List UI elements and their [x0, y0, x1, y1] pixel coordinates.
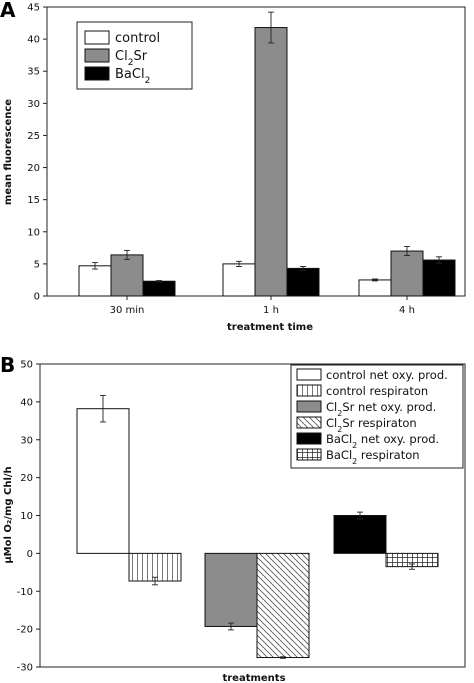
panel-a-y-tick-label: 15: [27, 195, 40, 206]
panel-b-legend-swatch: [296, 416, 322, 429]
panel-b-legend-swatch: [296, 432, 322, 445]
panel-a-x-tick-label: 4 h: [399, 305, 415, 316]
panel-a-letter: A: [0, 0, 16, 22]
panel-a-bar: [254, 27, 288, 297]
panel-b-error-bar: [409, 563, 415, 570]
panel-b-error-bar: [152, 576, 158, 586]
panel-a-y-tick-label: 0: [34, 292, 40, 303]
panel-b-bar: [128, 552, 182, 582]
panel-a-x-tick-label: 1 h: [263, 305, 279, 316]
panel-a-bar: [358, 279, 392, 297]
panel-b-y-tick-label: 10: [20, 511, 33, 522]
panel-a-legend-label: BaCl2: [115, 67, 150, 86]
panel-b-y-tick-label: 40: [20, 397, 33, 408]
panel-a-error-bar: [236, 260, 242, 267]
panel-a-error-bar: [268, 11, 274, 44]
panel-a-y-tick-label: 30: [27, 99, 40, 110]
panel-b-x-axis-label: treatments: [222, 673, 285, 683]
panel-a-bar: [222, 263, 256, 297]
panel-a-legend-swatch: [84, 66, 110, 81]
panel-a-y-tick-label: 40: [27, 35, 40, 46]
panel-a-legend-swatch: [84, 48, 110, 63]
panel-a-error-bar: [92, 262, 98, 270]
panel-b-y-tick-label: -20: [17, 625, 33, 636]
panel-a-y-tick-label: 25: [27, 131, 40, 142]
panel-b-error-bar: [357, 511, 363, 520]
panel-a-error-bar: [300, 266, 306, 271]
panel-a-legend-label: control: [115, 31, 160, 46]
panel-a-legend-label: Cl2Sr: [115, 49, 148, 68]
panel-b-y-tick-label: -10: [17, 587, 33, 598]
panel-b-legend-swatch: [296, 448, 322, 461]
panel-b-legend-swatch: [296, 400, 322, 413]
panel-b-legend-label: Cl2Sr net oxy. prod.: [326, 400, 436, 418]
panel-b-letter: B: [0, 353, 15, 377]
panel-a-bar: [110, 254, 144, 297]
panel-a-error-bar: [436, 256, 442, 264]
panel-a-error-bar: [372, 278, 378, 282]
panel-b-y-tick-label: 20: [20, 473, 33, 484]
panel-a-legend-swatch: [84, 30, 110, 45]
panel-b-error-bar: [280, 656, 286, 659]
panel-b-y-axis-label: μMol O₂/mg Chl/h: [3, 466, 14, 563]
panel-b-bar: [333, 515, 387, 554]
panel-a-x-axis-label: treatment time: [227, 322, 313, 333]
panel-a-bar: [422, 259, 456, 297]
panel-b-bar: [256, 552, 310, 659]
panel-b-error-bar: [228, 622, 234, 631]
panel-b-legend-label: BaCl2 respiraton: [326, 448, 420, 466]
panel-b-y-tick-label: 30: [20, 435, 33, 446]
panel-b-y-tick-label: -30: [17, 663, 33, 674]
panel-a-bar: [78, 265, 112, 297]
panel-b-legend-label: control net oxy. prod.: [326, 368, 448, 382]
panel-b-y-tick-label: 0: [27, 549, 33, 560]
panel-a-error-bar: [404, 246, 410, 256]
panel-b-legend-swatch: [296, 384, 322, 397]
panel-a-y-tick-label: 10: [27, 227, 40, 238]
panel-a-y-tick-label: 35: [27, 67, 40, 78]
panel-a-y-axis-label: mean fluorescence: [3, 99, 14, 205]
panel-b-y-tick-label: 50: [20, 360, 33, 371]
panel-b-bar: [76, 408, 130, 554]
panel-a-y-tick-label: 20: [27, 163, 40, 174]
panel-a-y-tick-label: 45: [27, 3, 40, 14]
panel-a-bar: [390, 250, 424, 297]
panel-a-y-tick-label: 5: [34, 259, 40, 270]
panel-b-legend: control net oxy. prod. control respiraton…: [290, 364, 464, 469]
panel-a-bar: [286, 267, 320, 297]
panel-b-error-bar: [100, 394, 106, 423]
panel-b-chart: B -30 -20 -10 0 10 20 30 40 50 control net oxy. p…: [0, 353, 466, 683]
panel-b-legend-label: Cl2Sr respiraton: [326, 416, 417, 434]
panel-a-error-bar: [156, 280, 162, 283]
panel-a-chart: A 0 5 10 15 20 25 30 35 40 45 30 min 1 h 4 h control C…: [0, 0, 466, 333]
panel-a-x-tick-label: 30 min: [110, 305, 145, 316]
panel-a-bar: [142, 280, 176, 297]
panel-b-legend-swatch: [296, 368, 322, 381]
panel-a-error-bar: [124, 249, 130, 260]
panel-b-bar: [204, 552, 258, 627]
panel-b-legend-label: control respiraton: [326, 384, 428, 398]
